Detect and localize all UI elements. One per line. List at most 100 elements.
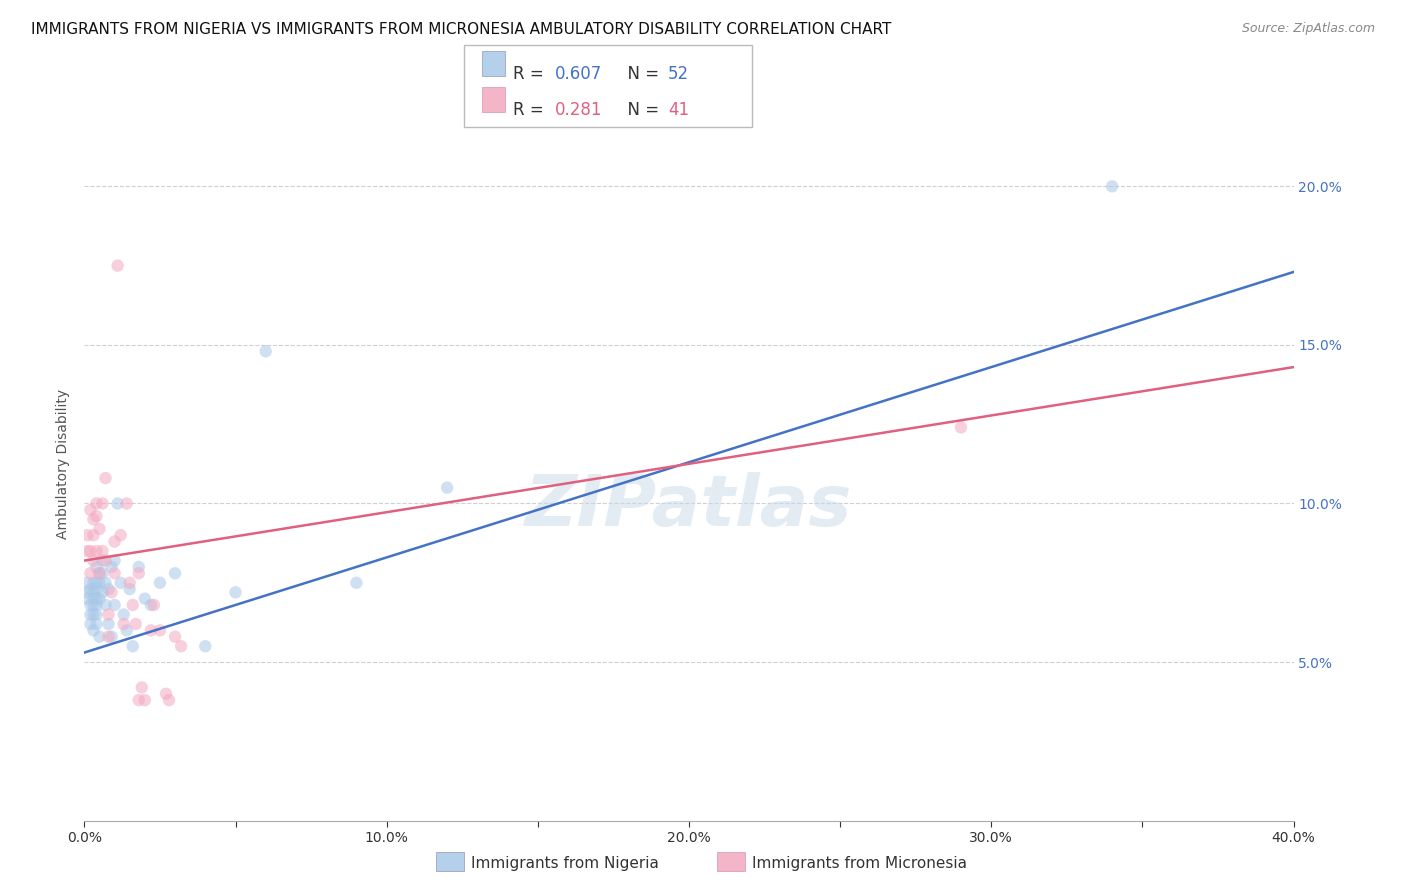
Point: [194, 639, 217, 653]
Point: [79, 566, 101, 581]
Point: [165, 630, 187, 644]
Point: [82, 624, 104, 638]
Point: [950, 420, 973, 434]
Point: [112, 617, 135, 632]
Point: [86, 607, 108, 622]
Point: [436, 481, 458, 495]
Point: [115, 624, 138, 638]
Point: [86, 617, 108, 632]
Point: [91, 553, 114, 567]
Point: [86, 544, 108, 558]
Point: [82, 591, 104, 606]
Point: [79, 617, 101, 632]
Y-axis label: Ambulatory Disability: Ambulatory Disability: [56, 389, 70, 539]
Text: N =: N =: [617, 101, 665, 119]
Point: [97, 607, 120, 622]
Point: [104, 598, 127, 612]
Point: [86, 509, 108, 524]
Point: [86, 560, 108, 574]
Point: [89, 575, 111, 590]
Point: [254, 344, 277, 359]
Point: [118, 575, 141, 590]
Point: [149, 624, 172, 638]
Point: [104, 534, 127, 549]
Point: [86, 582, 108, 596]
Point: [149, 575, 172, 590]
Point: [79, 582, 101, 596]
Point: [89, 566, 111, 581]
Point: [128, 560, 150, 574]
Point: [346, 575, 368, 590]
Text: Immigrants from Nigeria: Immigrants from Nigeria: [471, 856, 659, 871]
Point: [100, 585, 122, 599]
Text: R =: R =: [513, 65, 550, 83]
Point: [89, 591, 111, 606]
Point: [97, 617, 120, 632]
Text: Immigrants from Micronesia: Immigrants from Micronesia: [752, 856, 967, 871]
Text: R =: R =: [513, 101, 550, 119]
Point: [110, 575, 132, 590]
Point: [91, 585, 114, 599]
Text: N =: N =: [617, 65, 665, 83]
Point: [104, 553, 127, 567]
Point: [89, 522, 111, 536]
Point: [94, 598, 117, 612]
Point: [110, 528, 132, 542]
Point: [97, 630, 120, 644]
Text: Source: ZipAtlas.com: Source: ZipAtlas.com: [1241, 22, 1375, 36]
Point: [82, 575, 104, 590]
Point: [128, 566, 150, 581]
Point: [107, 496, 129, 510]
Point: [100, 560, 122, 574]
Point: [134, 693, 156, 707]
Point: [76, 544, 98, 558]
Point: [170, 639, 193, 653]
Point: [91, 544, 114, 558]
Point: [97, 582, 120, 596]
Point: [79, 544, 101, 558]
Text: IMMIGRANTS FROM NIGERIA VS IMMIGRANTS FROM MICRONESIA AMBULATORY DISABILITY CORR: IMMIGRANTS FROM NIGERIA VS IMMIGRANTS FR…: [31, 22, 891, 37]
Point: [125, 617, 148, 632]
Point: [79, 607, 101, 622]
Point: [79, 598, 101, 612]
Point: [139, 624, 162, 638]
Point: [86, 575, 108, 590]
Point: [86, 591, 108, 606]
Point: [107, 259, 129, 273]
Text: 52: 52: [668, 65, 689, 83]
Point: [76, 585, 98, 599]
Point: [121, 598, 143, 612]
Point: [128, 693, 150, 707]
Point: [94, 553, 117, 567]
Point: [118, 582, 141, 596]
Point: [94, 575, 117, 590]
Point: [100, 630, 122, 644]
Point: [121, 639, 143, 653]
Point: [76, 575, 98, 590]
Text: 0.607: 0.607: [555, 65, 603, 83]
Point: [91, 566, 114, 581]
Point: [86, 598, 108, 612]
Point: [82, 607, 104, 622]
Point: [94, 471, 117, 485]
Point: [82, 528, 104, 542]
Point: [82, 512, 104, 526]
Text: 0.281: 0.281: [555, 101, 603, 119]
Point: [82, 553, 104, 567]
Point: [82, 585, 104, 599]
Point: [165, 566, 187, 581]
Point: [115, 496, 138, 510]
Point: [82, 598, 104, 612]
Point: [131, 681, 153, 695]
Text: 41: 41: [668, 101, 689, 119]
Point: [89, 566, 111, 581]
Point: [91, 496, 114, 510]
Point: [104, 566, 127, 581]
Point: [86, 496, 108, 510]
Point: [142, 598, 165, 612]
Point: [89, 630, 111, 644]
Text: ZIPatlas: ZIPatlas: [526, 472, 852, 541]
Point: [139, 598, 162, 612]
Point: [79, 503, 101, 517]
Point: [225, 585, 247, 599]
